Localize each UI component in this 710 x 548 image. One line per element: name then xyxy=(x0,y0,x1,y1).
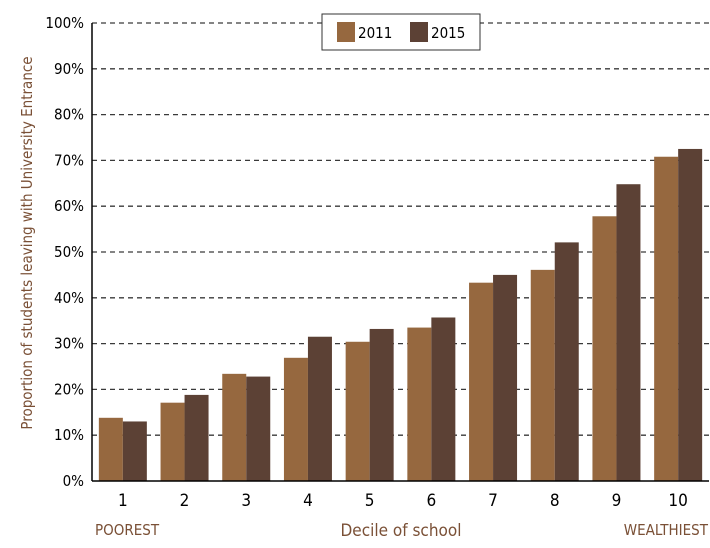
x-tick-label: 6 xyxy=(426,491,436,511)
bar-2011 xyxy=(222,373,247,481)
bar-2015 xyxy=(246,376,271,481)
y-tick-label: 10% xyxy=(54,426,84,444)
bar-2011 xyxy=(592,216,617,481)
y-tick-label: 0% xyxy=(63,472,85,490)
bars xyxy=(98,148,703,481)
y-tick-label: 100% xyxy=(45,14,84,32)
bar-2015 xyxy=(554,242,579,481)
y-tick-label: 50% xyxy=(54,243,84,261)
y-axis-label: Proportion of students leaving with Univ… xyxy=(18,56,36,429)
x-tick-label: 4 xyxy=(303,491,313,511)
legend: 2011 2015 xyxy=(321,13,481,51)
y-tick-label: 30% xyxy=(54,335,84,353)
x-axis-label: Decile of school xyxy=(341,521,462,541)
x-tick-label: 2 xyxy=(180,491,190,511)
x-tick-label: 10 xyxy=(668,491,687,511)
bar-2011 xyxy=(345,341,370,481)
x-tick-label: 7 xyxy=(488,491,498,511)
bar-2011 xyxy=(407,327,432,481)
x-tick-label: 1 xyxy=(118,491,128,511)
bar-2011 xyxy=(530,269,555,481)
bar-2015 xyxy=(369,328,394,481)
y-tick-label: 70% xyxy=(54,151,84,169)
gridlines xyxy=(92,22,709,436)
bar-2011 xyxy=(654,156,679,481)
x-tick-label: 5 xyxy=(365,491,375,511)
x-tick-label: 9 xyxy=(612,491,622,511)
y-tick-label: 80% xyxy=(54,106,84,124)
bar-2015 xyxy=(493,274,518,481)
legend-swatch-2011 xyxy=(337,22,355,42)
legend-swatch-2015 xyxy=(410,22,428,42)
bar-2015 xyxy=(616,184,641,481)
wealthiest-label: WEALTHIEST xyxy=(624,521,709,539)
axes xyxy=(91,23,709,482)
bar-2011 xyxy=(160,402,185,481)
bar-2015 xyxy=(431,317,456,481)
y-tick-label: 40% xyxy=(54,289,84,307)
y-tick-labels: 0% 10% 20% 30% 40% 50% 60% 70% 80% 90% 100% xyxy=(45,14,84,490)
bar-2015 xyxy=(307,336,332,481)
y-tick-label: 20% xyxy=(54,380,84,398)
y-tick-label: 90% xyxy=(54,60,84,78)
poorest-label: POOREST xyxy=(95,521,160,539)
bar-2011 xyxy=(98,417,123,481)
bar-2015 xyxy=(122,421,147,481)
x-tick-labels: 1 2 3 4 5 6 7 8 9 10 xyxy=(118,491,688,511)
legend-label-2015: 2015 xyxy=(431,24,465,42)
x-tick-label: 3 xyxy=(241,491,251,511)
bar-2015 xyxy=(678,148,703,481)
bar-2015 xyxy=(184,394,209,481)
bar-2011 xyxy=(283,357,308,481)
legend-label-2011: 2011 xyxy=(358,24,392,42)
x-tick-label: 8 xyxy=(550,491,560,511)
bar-2011 xyxy=(469,282,494,481)
y-tick-label: 60% xyxy=(54,197,84,215)
